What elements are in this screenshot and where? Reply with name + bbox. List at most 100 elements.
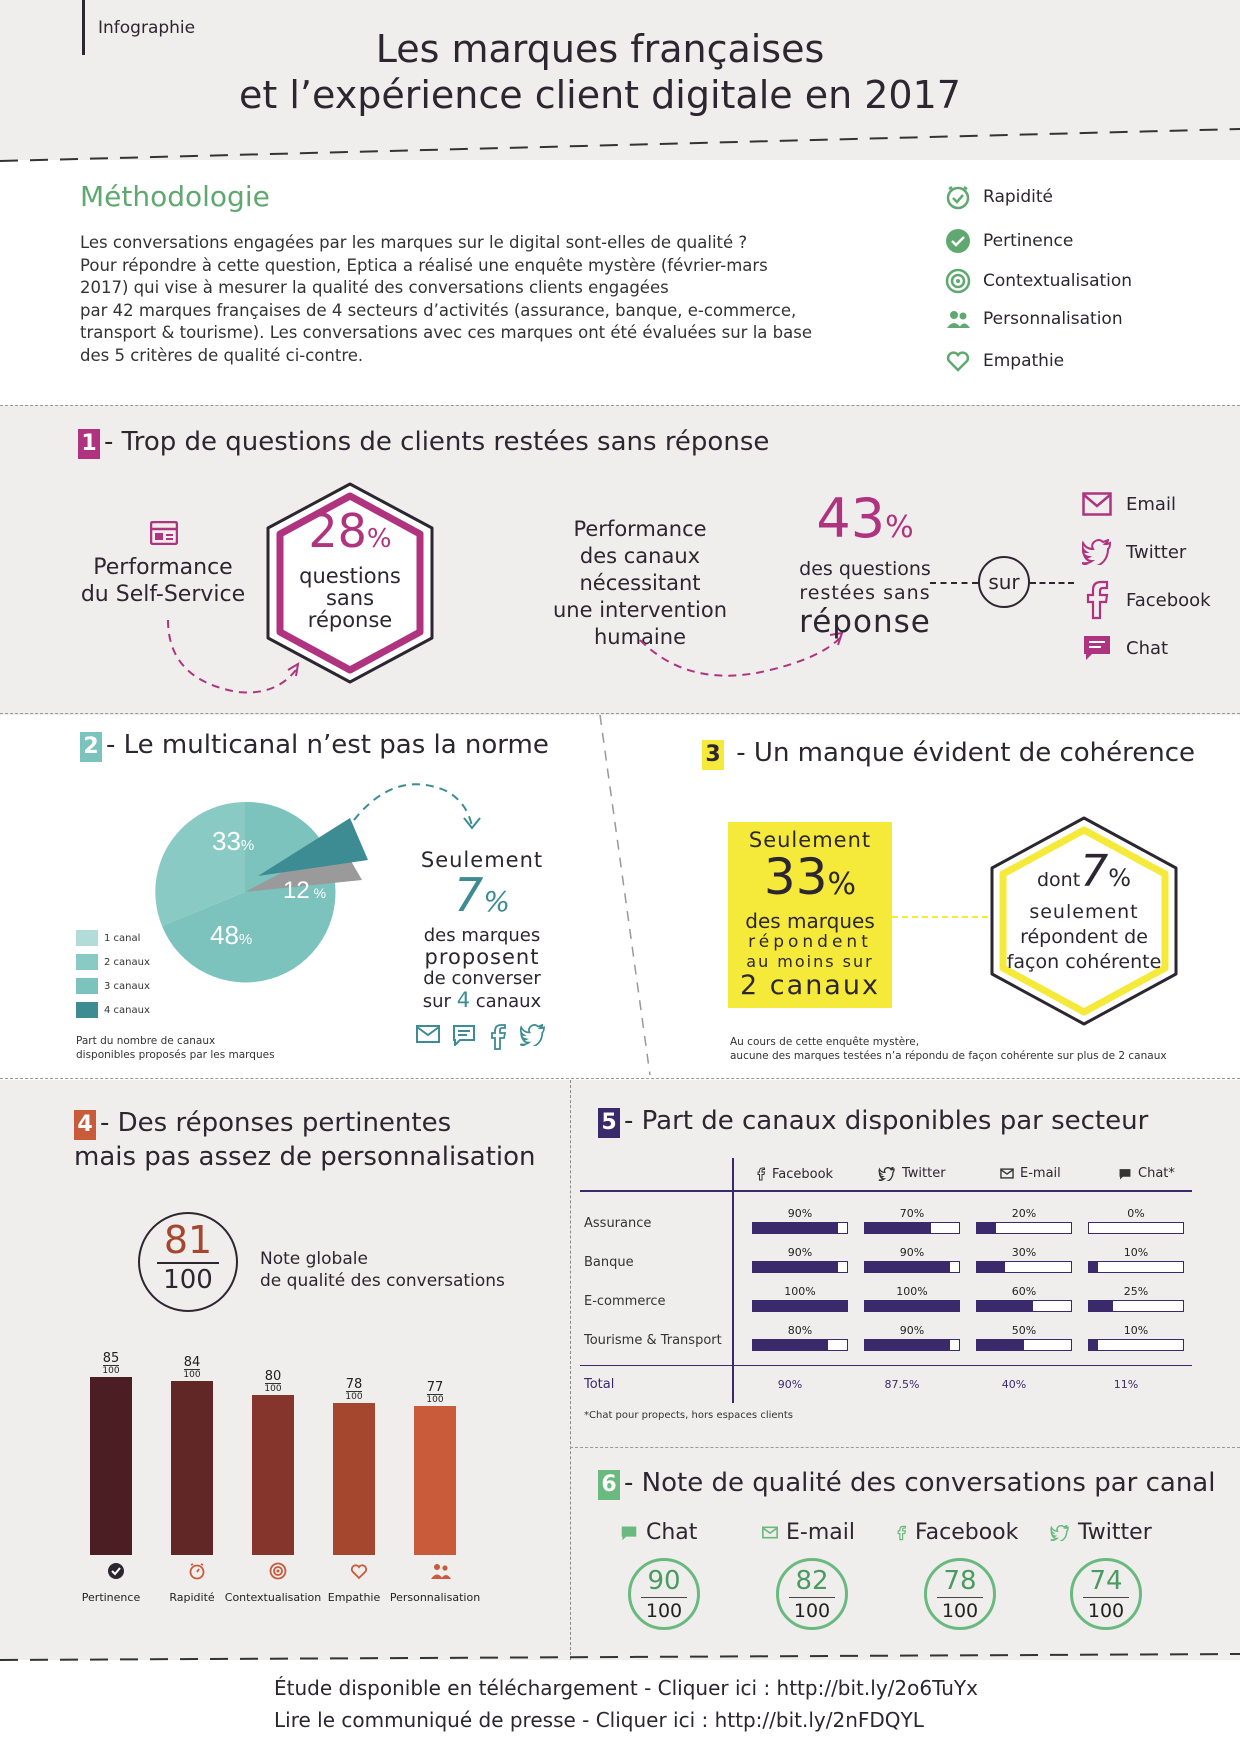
sector-bar-value: 80% (787, 1324, 813, 1337)
section3-title: 3 - Un manque évident de cohérence (702, 738, 1195, 770)
header-tag-bar (82, 0, 85, 55)
sector-bar-track (976, 1339, 1072, 1351)
s3-box-number: 33 (763, 848, 828, 906)
sector-bar-value: 90% (787, 1246, 813, 1259)
section2-title-text: - Le multicanal n’est pas la norme (106, 730, 549, 760)
criteria-bar-den: 100 (102, 1366, 120, 1376)
s6-channel-label: Facebook (915, 1520, 1019, 1545)
section6-title-text: - Note de qualité des conversations par … (624, 1468, 1216, 1498)
check-circle-icon (946, 229, 970, 253)
twitter-icon (520, 1024, 545, 1046)
s2-line4: sur 4 canaux (412, 989, 552, 1013)
sector-bar-fill (977, 1262, 1006, 1272)
pie-label-33: 33% (212, 826, 254, 856)
check-circle-icon (108, 1563, 124, 1579)
legend-swatch (76, 978, 98, 994)
sector-bar-value: 70% (899, 1207, 925, 1220)
twitter-icon (1050, 1524, 1069, 1541)
channel-label: Facebook (1126, 589, 1211, 611)
criteria-bar (414, 1406, 456, 1555)
sector-bar-fill (865, 1223, 931, 1233)
s2-line3: de converser (423, 968, 541, 989)
s6-score-line (937, 1597, 983, 1598)
footer: Étude disponible en téléchargement - Cli… (274, 1672, 978, 1736)
footer-download-link[interactable]: Étude disponible en téléchargement - Cli… (274, 1676, 978, 1700)
selfservice-arrow (167, 620, 300, 694)
global-score-label2: de qualité des conversations (260, 1271, 505, 1291)
heart-icon (350, 1564, 368, 1580)
sector-bar-track (752, 1300, 848, 1312)
sector-bar-fill (753, 1301, 847, 1311)
sector-bar-value: 0% (1127, 1207, 1145, 1220)
envelope-icon (762, 1526, 778, 1539)
footer-press-link[interactable]: Lire le communiqué de presse - Cliquer i… (274, 1708, 924, 1732)
hex28-line1: questions (299, 564, 401, 588)
pie-footnote-line1: Part du nombre de canaux (76, 1035, 216, 1047)
criterion-rapidite: Rapidité (945, 178, 1132, 216)
chat-icon (1084, 636, 1110, 660)
separator-s1 (0, 713, 1240, 714)
s1-43-pct: % (885, 510, 914, 545)
section4-title-text2: mais pas assez de personnalisation (74, 1142, 536, 1172)
s3-hex-content: dont7% seulement répondent de façon cohé… (984, 850, 1184, 975)
facebook-icon (491, 1024, 507, 1050)
s3-box-line3: répondent (748, 932, 872, 952)
selfservice-line1: Performance (93, 555, 233, 580)
criteria-bar (252, 1395, 294, 1555)
sector-bar-value: 50% (1011, 1324, 1037, 1337)
criteria-bar (171, 1381, 213, 1555)
chat-icon (621, 1525, 637, 1540)
s1-43-number: 43 (816, 487, 886, 550)
channel-twitter: Twitter (1082, 528, 1211, 576)
criterion-label: Contextualisation (983, 271, 1133, 291)
human-line: une intervention (552, 598, 728, 622)
section4-number: 4 (74, 1110, 96, 1140)
chat-icon (453, 1025, 475, 1046)
sector-bar-fill (753, 1223, 838, 1233)
table-total-rule (580, 1365, 1192, 1366)
window-icon (150, 521, 178, 545)
sector-label-banque: Banque (584, 1255, 634, 1270)
sector-bar-track (752, 1339, 848, 1351)
s3-box-line4: au moins sur (746, 952, 874, 971)
section4-title-text1: - Des réponses pertinentes (100, 1108, 452, 1138)
s6-score-value: 90 (647, 1566, 681, 1596)
users-icon (947, 311, 970, 328)
criteria-list: Rapidité Pertinence Contextualisation Pe… (945, 178, 1132, 380)
methodology-line: transport & tourisme). Les conversations… (80, 323, 812, 342)
s6-score-twitter: 74 100 (1070, 1558, 1142, 1630)
s6-channel-label: Chat (646, 1520, 698, 1545)
twitter-icon (1082, 539, 1112, 565)
s2-value-pct: % (483, 885, 510, 918)
criteria-bar-label: Contextualisation (224, 1591, 322, 1604)
methodology-line: Les conversations engagées par les marqu… (80, 233, 748, 252)
s1-43-value: 43% (780, 490, 950, 557)
sector-bar-track (976, 1300, 1072, 1312)
target-icon (269, 1562, 287, 1580)
hex28-line2: sans (325, 586, 375, 610)
table-vertical-rule (732, 1158, 734, 1403)
s6-channel-email: E-mail (762, 1520, 902, 1545)
section1-band (0, 405, 1240, 715)
criterion-label: Rapidité (983, 187, 1054, 207)
s3-hexagon (990, 816, 1178, 1026)
s3-hex-line2: répondent de (1020, 926, 1148, 948)
s3-note: Au cours de cette enquête mystère, aucun… (730, 1035, 1167, 1063)
section4-title: 4- Des réponses pertinentes mais pas ass… (74, 1106, 536, 1174)
heart-icon (946, 351, 970, 372)
criteria-bar-den: 100 (345, 1392, 363, 1402)
s3-note-line1: Au cours de cette enquête mystère, (730, 1036, 920, 1048)
users-icon (431, 1564, 451, 1579)
criterion-pertinence: Pertinence (945, 222, 1132, 260)
sur-label: sur (988, 570, 1020, 594)
human-line: des canaux (579, 544, 701, 568)
human-line: nécessitant (579, 571, 701, 595)
s6-score-value: 82 (795, 1566, 829, 1596)
sector-bar-fill (865, 1301, 959, 1311)
criteria-bar-value: 80 100 (248, 1365, 298, 1395)
sector-bar-value: 10% (1123, 1324, 1149, 1337)
table-header-rule (580, 1190, 1192, 1192)
sur-connector-left (930, 582, 978, 584)
sector-bar-value: 30% (1011, 1246, 1037, 1259)
global-score-label: Note globale de qualité des conversation… (260, 1248, 505, 1292)
